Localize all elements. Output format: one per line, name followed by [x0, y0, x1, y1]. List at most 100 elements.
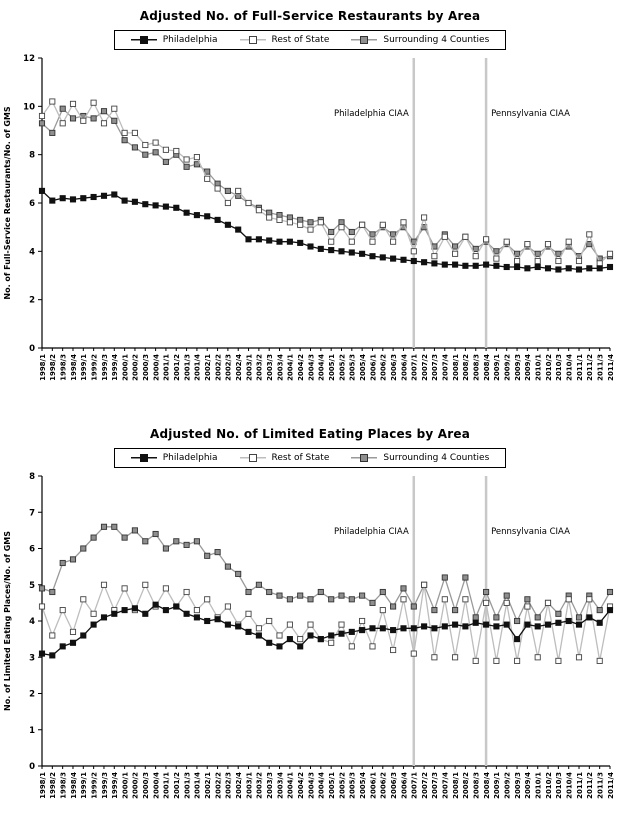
legend-item-rest-of-state: Rest of State [239, 35, 330, 45]
svg-text:2003/1: 2003/1 [245, 772, 253, 799]
svg-text:2006/3: 2006/3 [390, 772, 398, 799]
svg-text:2007/1: 2007/1 [411, 354, 419, 381]
svg-text:2004/1: 2004/1 [287, 772, 295, 799]
svg-text:2010/2: 2010/2 [545, 772, 553, 799]
svg-text:2002/4: 2002/4 [235, 354, 243, 381]
svg-text:1998/2: 1998/2 [49, 772, 57, 799]
svg-text:2004/2: 2004/2 [297, 354, 305, 381]
svg-text:2: 2 [29, 296, 35, 306]
svg-text:2010/4: 2010/4 [565, 354, 573, 381]
svg-text:2003/2: 2003/2 [256, 354, 264, 381]
svg-text:2006/2: 2006/2 [380, 772, 388, 799]
svg-text:2011/2: 2011/2 [586, 772, 594, 799]
svg-text:2004/4: 2004/4 [318, 354, 326, 381]
svg-text:2010/3: 2010/3 [555, 354, 563, 381]
svg-text:1998/4: 1998/4 [70, 354, 78, 381]
legend-item-rest-of-state: Rest of State [239, 453, 329, 463]
svg-text:2002/2: 2002/2 [214, 772, 222, 799]
svg-text:4: 4 [29, 617, 35, 627]
surrounding-4-counties-marker-icon [351, 453, 378, 463]
svg-text:12: 12 [23, 54, 35, 64]
legend: Philadelphia Rest of State Surrounding 4… [113, 30, 507, 50]
rest-of-state-marker-icon [239, 35, 266, 45]
svg-text:2009/4: 2009/4 [524, 354, 532, 381]
svg-text:2000/4: 2000/4 [152, 772, 160, 799]
svg-text:1998/1: 1998/1 [39, 772, 47, 799]
svg-text:2006/4: 2006/4 [400, 354, 408, 381]
svg-text:2005/3: 2005/3 [349, 354, 357, 381]
svg-text:5: 5 [29, 581, 35, 591]
svg-text:2000/1: 2000/1 [121, 354, 129, 381]
svg-text:2010/1: 2010/1 [535, 354, 543, 381]
svg-text:2007/3: 2007/3 [431, 772, 439, 799]
svg-text:2006/1: 2006/1 [369, 354, 377, 381]
legend-item-philadelphia: Philadelphia [130, 35, 218, 45]
chart-limited-eating-places: Adjusted No. of Limited Eating Places by… [0, 418, 620, 836]
svg-text:2004/3: 2004/3 [307, 772, 315, 799]
legend-label: Philadelphia [162, 35, 218, 45]
svg-text:2001/3: 2001/3 [183, 354, 191, 381]
svg-text:2011/4: 2011/4 [607, 354, 615, 381]
rest-of-state-marker-icon [239, 453, 266, 463]
svg-text:No. of Full-Service Restaurant: No. of Full-Service Restaurants/No. of G… [3, 106, 12, 300]
svg-text:2007/3: 2007/3 [431, 354, 439, 381]
svg-text:2010/1: 2010/1 [535, 772, 543, 799]
chart-full-service-restaurants: Adjusted No. of Full-Service Restaurants… [3, 9, 615, 381]
svg-text:1999/4: 1999/4 [111, 354, 119, 381]
svg-text:2002/4: 2002/4 [235, 772, 243, 799]
svg-text:2: 2 [29, 690, 35, 700]
chart-title: Adjusted No. of Limited Eating Places by… [149, 427, 471, 441]
svg-text:2010/2: 2010/2 [545, 354, 553, 381]
legend: Philadelphia Rest of State Surrounding 4… [113, 448, 507, 468]
svg-text:2001/1: 2001/1 [163, 354, 171, 381]
svg-text:2011/2: 2011/2 [586, 354, 594, 381]
svg-text:1998/4: 1998/4 [70, 772, 78, 799]
svg-text:2008/3: 2008/3 [473, 772, 481, 799]
svg-text:2005/1: 2005/1 [328, 354, 336, 381]
svg-text:2011/3: 2011/3 [596, 772, 604, 799]
svg-text:1998/1: 1998/1 [39, 354, 47, 381]
svg-text:2002/3: 2002/3 [225, 772, 233, 799]
svg-text:2005/4: 2005/4 [359, 772, 367, 799]
svg-text:10: 10 [23, 102, 35, 112]
svg-text:1999/2: 1999/2 [90, 354, 98, 381]
svg-text:8: 8 [29, 472, 35, 482]
svg-text:2007/2: 2007/2 [421, 354, 429, 381]
legend-label: Rest of State [271, 35, 330, 45]
svg-text:2010/4: 2010/4 [565, 772, 573, 799]
svg-text:1999/1: 1999/1 [80, 354, 88, 381]
svg-text:2003/3: 2003/3 [266, 772, 274, 799]
svg-text:2007/1: 2007/1 [411, 772, 419, 799]
svg-text:2002/1: 2002/1 [204, 772, 212, 799]
surrounding-4-counties-marker-icon [351, 35, 378, 45]
svg-text:0: 0 [29, 762, 35, 772]
svg-text:2005/4: 2005/4 [359, 354, 367, 381]
svg-text:Pennsylvania CIAA: Pennsylvania CIAA [491, 109, 570, 119]
svg-text:2007/4: 2007/4 [442, 354, 450, 381]
legend-label: Surrounding 4 Counties [383, 35, 490, 45]
svg-text:2008/2: 2008/2 [462, 772, 470, 799]
svg-text:2009/1: 2009/1 [493, 354, 501, 381]
svg-text:Pennsylvania CIAA: Pennsylvania CIAA [491, 527, 570, 537]
svg-text:2006/1: 2006/1 [369, 772, 377, 799]
svg-text:1999/2: 1999/2 [90, 772, 98, 799]
svg-text:2005/2: 2005/2 [338, 354, 346, 381]
svg-text:2005/3: 2005/3 [349, 772, 357, 799]
svg-text:Philadelphia CIAA: Philadelphia CIAA [334, 527, 409, 537]
svg-text:1998/3: 1998/3 [59, 772, 67, 799]
svg-text:No. of Limited Eating Places/N: No. of Limited Eating Places/No. of GMS [3, 531, 12, 711]
svg-text:1999/3: 1999/3 [101, 354, 109, 381]
svg-text:2010/3: 2010/3 [555, 772, 563, 799]
svg-text:2002/1: 2002/1 [204, 354, 212, 381]
svg-text:2006/4: 2006/4 [400, 772, 408, 799]
legend-item-philadelphia: Philadelphia [130, 453, 218, 463]
svg-text:3: 3 [29, 653, 35, 663]
svg-text:2004/1: 2004/1 [287, 354, 295, 381]
svg-text:2011/3: 2011/3 [596, 354, 604, 381]
svg-text:2002/2: 2002/2 [214, 354, 222, 381]
svg-text:2001/1: 2001/1 [163, 772, 171, 799]
legend-label: Surrounding 4 Counties [383, 453, 490, 463]
legend-item-surrounding-4-counties: Surrounding 4 Counties [351, 35, 489, 45]
svg-text:1: 1 [29, 726, 35, 736]
